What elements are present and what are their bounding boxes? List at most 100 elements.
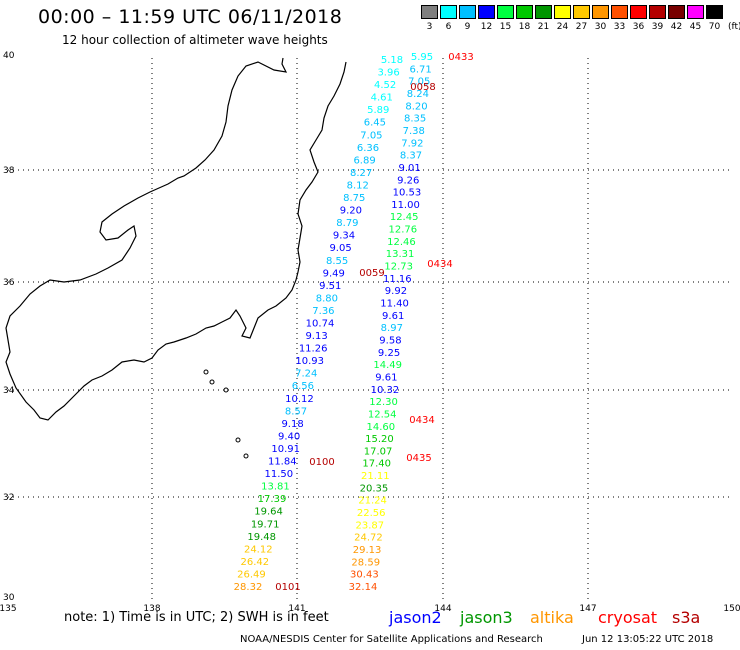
wave-height-value: 7.05	[408, 77, 430, 88]
wave-height-value: 12.76	[388, 225, 417, 236]
wave-height-value: 8.55	[326, 256, 348, 267]
island-outline	[223, 387, 229, 393]
wave-height-value: 24.12	[244, 544, 273, 555]
scale-label: 9	[464, 22, 471, 32]
time-label: 0433	[448, 52, 473, 63]
scale-label: 6	[445, 22, 452, 32]
scale-label: 36	[632, 22, 645, 32]
altimeter-tracks: 5.183.964.524.615.896.457.056.366.898.27…	[234, 52, 433, 593]
scale-swatch	[611, 5, 628, 19]
wave-height-value: 14.49	[373, 360, 402, 371]
wave-height-value: 8.12	[347, 180, 369, 191]
credit-line: NOAA/NESDIS Center for Satellite Applica…	[240, 634, 543, 645]
wave-height-value: 29.13	[353, 545, 382, 556]
wave-height-value: 32.14	[349, 582, 378, 593]
map-subtitle: 12 hour collection of altimeter wave hei…	[62, 33, 328, 47]
wave-height-value: 6.36	[357, 143, 379, 154]
island-outline	[243, 453, 249, 459]
scale-swatch	[554, 5, 571, 19]
latitude-tick-label: 36	[3, 278, 15, 288]
longitude-tick-label: 138	[143, 604, 160, 614]
wave-height-value: 11.40	[380, 299, 409, 310]
wave-height-value: 10.91	[271, 444, 300, 455]
scale-swatch	[630, 5, 647, 19]
wave-height-value: 28.32	[234, 582, 263, 593]
scale-swatch	[668, 5, 685, 19]
scale-swatch	[497, 5, 514, 19]
wave-height-value: 9.34	[333, 231, 355, 242]
wave-height-value: 3.96	[377, 68, 399, 79]
scale-label: 21	[537, 22, 550, 32]
time-label: 0435	[406, 453, 431, 464]
wave-height-value: 9.58	[379, 335, 401, 346]
wave-height-value: 15.20	[365, 434, 394, 445]
scale-label: 3	[426, 22, 433, 32]
scale-swatch	[592, 5, 609, 19]
wave-height-value: 23.87	[356, 520, 385, 531]
latitude-tick-label: 34	[3, 386, 15, 396]
satellite-legend-item: jason3	[460, 608, 513, 627]
time-label: 0058	[410, 82, 435, 93]
scale-unit-label: (ft)	[728, 22, 740, 32]
scale-label: 42	[670, 22, 683, 32]
wave-height-value: 17.39	[258, 494, 287, 505]
longitude-tick-label: 135	[0, 604, 17, 614]
wave-height-value: 8.80	[316, 293, 338, 304]
wave-height-value: 9.13	[305, 331, 327, 342]
wave-height-value: 12.46	[387, 237, 416, 248]
wave-height-value: 30.43	[350, 570, 379, 581]
longitude-tick-label: 150	[723, 604, 740, 614]
wave-height-value: 8.27	[350, 168, 372, 179]
wave-height-value: 10.93	[295, 356, 324, 367]
scale-label: 70	[708, 22, 721, 32]
time-labels: 0433 0058 0434 0059 0434 0435 0100 0101	[275, 52, 473, 593]
latitude-tick-label: 40	[3, 51, 15, 61]
wave-height-value: 11.00	[391, 200, 420, 211]
time-label: 0100	[309, 457, 334, 468]
scale-label: 24	[556, 22, 569, 32]
wave-height-value: 10.32	[371, 385, 400, 396]
scale-swatch	[421, 5, 438, 19]
map-title: 00:00 – 11:59 UTC 06/11/2018	[38, 6, 343, 28]
scale-swatch	[535, 5, 552, 19]
wave-height-value: 11.26	[299, 344, 328, 355]
wave-height-value: 11.16	[383, 274, 412, 285]
satellite-legend-item: s3a	[672, 608, 701, 627]
wave-height-value: 14.60	[367, 422, 396, 433]
wave-height-value: 8.35	[404, 114, 426, 125]
satellite-legend-item: jason2	[389, 608, 442, 627]
lat-lon-grid	[8, 58, 730, 600]
wave-height-value: 17.40	[362, 459, 391, 470]
time-label: 0434	[427, 259, 452, 270]
wave-height-value: 6.71	[409, 64, 431, 75]
wave-height-value: 13.81	[261, 482, 290, 493]
island-outline	[203, 369, 209, 375]
japan-coastline	[5, 57, 347, 421]
wave-height-value: 5.18	[381, 55, 403, 66]
latitude-tick-label: 30	[3, 593, 15, 603]
scale-label: 15	[499, 22, 512, 32]
wave-height-value: 4.61	[371, 93, 393, 104]
scale-label: 45	[689, 22, 702, 32]
wave-height-value: 7.05	[360, 130, 382, 141]
scale-swatch	[440, 5, 457, 19]
latitude-tick-label: 38	[3, 166, 15, 176]
wave-height-value: 9.25	[378, 348, 400, 359]
wave-height-value: 12.73	[384, 262, 413, 273]
time-label: 0059	[359, 268, 384, 279]
wave-height-value: 7.36	[312, 306, 334, 317]
wave-height-value: 19.48	[247, 532, 276, 543]
longitude-tick-label: 141	[288, 604, 305, 614]
wave-height-value: 6.56	[292, 381, 314, 392]
longitude-tick-label: 147	[579, 604, 596, 614]
wave-height-value: 8.24	[407, 89, 429, 100]
axis-tick-labels: 135 138 141 144 147 150 40 38 36 34 32 30	[0, 51, 740, 614]
wave-height-value: 24.72	[354, 533, 383, 544]
wave-height-value: 9.92	[385, 286, 407, 297]
wave-height-value: 8.97	[381, 323, 403, 334]
wave-height-value: 8.79	[336, 218, 358, 229]
wave-height-value: 9.18	[281, 419, 303, 430]
scale-swatch	[706, 5, 723, 19]
wave-height-value: 9.40	[278, 431, 300, 442]
wave-height-value: 4.52	[374, 80, 396, 91]
